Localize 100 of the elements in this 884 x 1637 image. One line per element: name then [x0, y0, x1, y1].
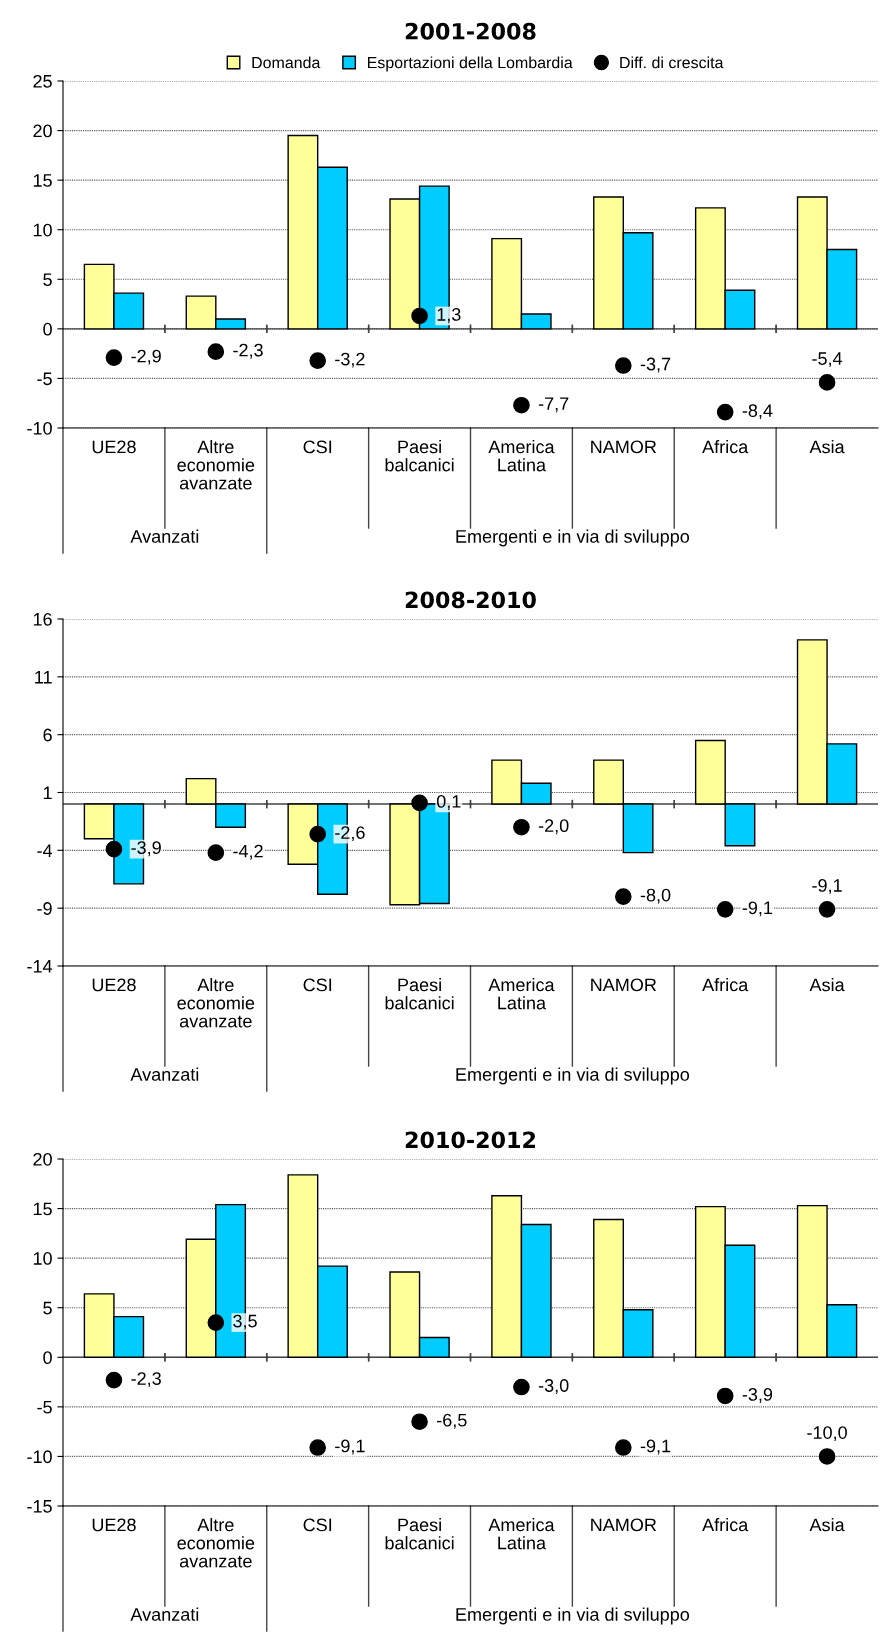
legend-label: Diff. di crescita: [620, 56, 724, 69]
x-tick-label: Africa: [702, 978, 749, 992]
text: Emergenti e in via di sviluppo: [456, 1607, 690, 1625]
data-label: -9,1: [742, 901, 773, 917]
point: [411, 1413, 428, 1431]
y-tick-label: 5: [43, 273, 52, 287]
data-label: -3,9: [742, 1388, 773, 1403]
y-tick-label: 20: [33, 1152, 52, 1166]
point: [513, 1378, 530, 1396]
x-tick-label: Paesi balcanici: [385, 440, 454, 472]
point: [105, 1371, 123, 1389]
data-label: -6,5: [437, 1413, 467, 1429]
text: Avanzati: [130, 1067, 199, 1081]
y-tick-label: -5: [37, 1400, 52, 1414]
x-tick-label: America Latina: [488, 1518, 555, 1550]
text: Avanzati: [130, 529, 199, 543]
x-tick-label: Africa: [702, 1518, 749, 1532]
data-label: -3,9: [131, 841, 161, 857]
point: [309, 352, 326, 369]
x-tick-label: UE28: [92, 1518, 136, 1532]
data-label: 1,3: [437, 308, 461, 323]
data-label: -3,7: [640, 357, 671, 373]
x-tick-label: Altre economie avanzate: [177, 978, 255, 1028]
point: [411, 794, 428, 812]
x-tick-label: CSI: [303, 440, 332, 454]
y-tick-label: 25: [33, 74, 52, 88]
legend-label: Domanda: [252, 56, 321, 69]
x-tick-label: NAMOR: [591, 978, 657, 992]
point: [716, 403, 734, 421]
y-tick-label: 15: [33, 174, 52, 187]
x-tick-label: Altre economie avanzate: [177, 440, 255, 490]
x-tick-label: America Latina: [488, 440, 555, 472]
point: [716, 1387, 734, 1405]
point: [207, 1314, 225, 1331]
data-label: -9,1: [812, 879, 842, 894]
point: [615, 1439, 632, 1456]
point: [105, 349, 123, 366]
legend-label: Esportazioni della Lombardia: [368, 56, 573, 72]
data-label: -2,9: [131, 349, 161, 365]
data-label: -2,6: [335, 826, 365, 842]
point: [818, 1448, 836, 1465]
point: [207, 844, 225, 861]
x-tick-label: NAMOR: [591, 1518, 657, 1532]
point: [716, 901, 734, 918]
data-label: -9,1: [335, 1439, 365, 1455]
point: [818, 901, 836, 918]
y-tick-label: 5: [43, 1301, 52, 1315]
y-tick-label: 10: [33, 1252, 52, 1265]
x-tick-label: Asia: [809, 978, 845, 992]
data-label: -2,0: [538, 819, 569, 835]
point: [411, 307, 428, 325]
data-label: 3,5: [233, 1314, 257, 1330]
y-tick-label: -10: [27, 421, 52, 435]
y-tick-label: 1: [43, 786, 52, 800]
y-tick-label: 15: [33, 1202, 52, 1216]
y-tick-label: 0: [43, 322, 52, 336]
data-label: -9,1: [640, 1439, 671, 1455]
data-label: -5,4: [812, 352, 843, 368]
y-tick-label: -10: [27, 1450, 52, 1464]
y-tick-label: 0: [43, 1351, 52, 1365]
point: [615, 357, 632, 374]
data-label: -3,2: [335, 352, 365, 368]
point: [818, 374, 836, 391]
y-tick-label: 20: [33, 124, 52, 138]
point: [309, 825, 326, 843]
data-label: -2,3: [233, 343, 263, 359]
point: [513, 818, 530, 836]
x-tick-label: Africa: [702, 440, 749, 454]
data-label: -8,0: [640, 888, 671, 904]
data-label: -7,7: [538, 397, 569, 413]
x-tick-label: Asia: [809, 1518, 845, 1532]
y-tick-label: -5: [37, 372, 52, 386]
data-label: -3,0: [538, 1379, 569, 1395]
x-tick-label: Paesi balcanici: [385, 1518, 454, 1550]
chart-title: 2008-2010: [405, 591, 536, 609]
text: Emergenti e in via di sviluppo: [456, 529, 690, 547]
text: Avanzati: [130, 1607, 199, 1621]
x-tick-label: UE28: [92, 978, 136, 992]
data-label: -8,4: [742, 404, 773, 420]
chart-title: 2001-2008: [405, 22, 536, 40]
chart-title: 2010-2012: [405, 1131, 536, 1149]
data-label: 0,1: [436, 794, 461, 810]
point: [207, 343, 225, 360]
x-tick-label: CSI: [303, 1518, 332, 1532]
x-tick-label: NAMOR: [591, 440, 657, 454]
y-tick-label: 16: [33, 612, 52, 626]
point: [105, 840, 123, 858]
x-tick-label: Paesi balcanici: [385, 978, 454, 1010]
y-tick-label: -15: [27, 1500, 52, 1513]
x-tick-label: Asia: [809, 440, 845, 454]
data-label: -10,0: [807, 1426, 847, 1442]
point: [309, 1439, 326, 1456]
y-tick-label: -9: [37, 902, 52, 915]
y-tick-label: -14: [27, 960, 53, 973]
y-tick-label: 11: [35, 670, 52, 684]
text: Emergenti e in via di sviluppo: [456, 1067, 690, 1085]
data-label: -2,3: [131, 1372, 161, 1388]
point: [513, 396, 530, 414]
point: [615, 888, 632, 905]
y-tick-label: -4: [37, 844, 53, 857]
